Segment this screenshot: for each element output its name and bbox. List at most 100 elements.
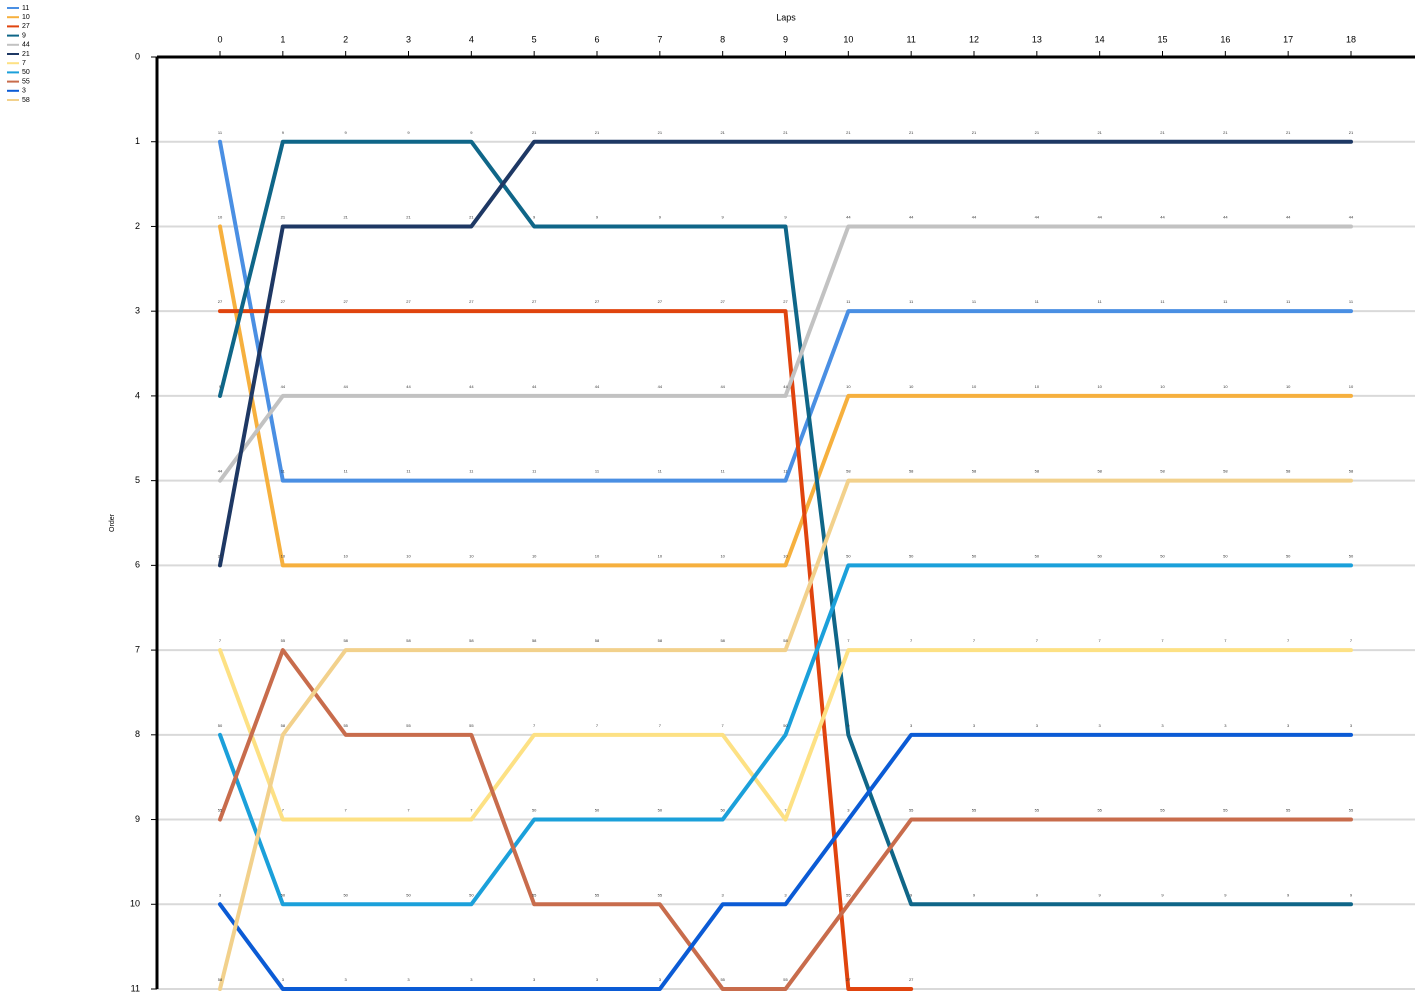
point-label: 21 bbox=[1286, 130, 1291, 135]
legend-label: 58 bbox=[22, 97, 30, 104]
point-label: 21 bbox=[1160, 130, 1165, 135]
x-tick-label: 6 bbox=[594, 34, 599, 44]
point-label: 27 bbox=[846, 977, 851, 982]
point-label: 10 bbox=[218, 215, 223, 220]
point-label: 3 bbox=[1099, 723, 1102, 728]
x-tick-label: 15 bbox=[1157, 34, 1167, 44]
series-line bbox=[218, 139, 1353, 907]
point-label: 3 bbox=[533, 977, 536, 982]
point-label: 44 bbox=[1223, 215, 1228, 220]
point-label: 21 bbox=[1097, 130, 1102, 135]
point-label: 3 bbox=[784, 892, 787, 897]
point-label: 50 bbox=[1097, 553, 1102, 558]
point-label: 9 bbox=[910, 892, 913, 897]
point-label: 10 bbox=[1035, 384, 1040, 389]
point-label: 11 bbox=[1160, 299, 1165, 304]
y-tick-label: 7 bbox=[135, 644, 140, 654]
point-label: 58 bbox=[1349, 469, 1354, 474]
point-label: 21 bbox=[532, 130, 537, 135]
point-label: 55 bbox=[1097, 808, 1102, 813]
x-tick-label: 16 bbox=[1220, 34, 1230, 44]
x-axis-label: Laps bbox=[776, 12, 796, 22]
point-label: 11 bbox=[281, 469, 286, 474]
point-label: 3 bbox=[219, 892, 222, 897]
y-tick-label: 10 bbox=[130, 899, 140, 909]
point-label: 21 bbox=[846, 130, 851, 135]
y-tick-label: 5 bbox=[135, 475, 140, 485]
point-label: 44 bbox=[972, 215, 977, 220]
legend-label: 21 bbox=[22, 51, 30, 58]
point-label: 27 bbox=[469, 299, 474, 304]
point-label: 44 bbox=[1349, 215, 1354, 220]
point-label: 27 bbox=[532, 299, 537, 304]
point-label: 3 bbox=[1161, 723, 1164, 728]
point-label: 55 bbox=[658, 892, 663, 897]
point-label: 11 bbox=[344, 469, 349, 474]
point-label: 21 bbox=[1223, 130, 1228, 135]
point-label: 50 bbox=[1349, 553, 1354, 558]
point-label: 11 bbox=[846, 299, 851, 304]
point-label: 9 bbox=[219, 384, 222, 389]
point-label: 55 bbox=[783, 977, 788, 982]
point-label: 44 bbox=[343, 384, 348, 389]
point-label: 11 bbox=[1286, 299, 1291, 304]
x-tick-label: 5 bbox=[532, 34, 537, 44]
point-label: 3 bbox=[659, 977, 662, 982]
y-tick-label: 8 bbox=[135, 729, 140, 739]
legend-label: 10 bbox=[22, 14, 30, 21]
point-label: 58 bbox=[595, 638, 600, 643]
point-label: 3 bbox=[910, 723, 913, 728]
point-label: 58 bbox=[343, 638, 348, 643]
point-label: 27 bbox=[343, 299, 348, 304]
point-label: 11 bbox=[532, 469, 537, 474]
point-label: 7 bbox=[407, 808, 410, 813]
point-label: 58 bbox=[218, 977, 223, 982]
point-label: 50 bbox=[469, 892, 474, 897]
x-tick-label: 3 bbox=[406, 34, 411, 44]
point-label: 7 bbox=[1224, 638, 1227, 643]
point-label: 9 bbox=[470, 130, 473, 135]
point-label: 50 bbox=[595, 808, 600, 813]
legend-label: 50 bbox=[22, 69, 30, 76]
point-label: 3 bbox=[470, 977, 473, 982]
point-label: 50 bbox=[406, 892, 411, 897]
point-label: 11 bbox=[909, 299, 914, 304]
point-label: 11 bbox=[595, 469, 600, 474]
point-label: 7 bbox=[1350, 638, 1353, 643]
y-tick-label: 4 bbox=[135, 390, 140, 400]
series-line bbox=[218, 309, 914, 991]
x-tick-label: 18 bbox=[1346, 34, 1356, 44]
point-label: 21 bbox=[720, 130, 725, 135]
point-label: 55 bbox=[1286, 808, 1291, 813]
point-label: 7 bbox=[596, 723, 599, 728]
point-label: 7 bbox=[1099, 638, 1102, 643]
point-label: 10 bbox=[469, 553, 474, 558]
x-tick-label: 1 bbox=[280, 34, 285, 44]
point-label: 44 bbox=[783, 384, 788, 389]
point-label: 10 bbox=[909, 384, 914, 389]
point-label: 11 bbox=[1349, 299, 1354, 304]
point-label: 9 bbox=[282, 130, 285, 135]
point-label: 10 bbox=[532, 553, 537, 558]
point-label: 58 bbox=[658, 638, 663, 643]
point-label: 11 bbox=[1223, 299, 1228, 304]
point-label: 9 bbox=[847, 723, 850, 728]
point-label: 7 bbox=[1287, 638, 1290, 643]
point-label: 9 bbox=[1224, 892, 1227, 897]
point-label: 10 bbox=[972, 384, 977, 389]
point-label: 44 bbox=[218, 469, 223, 474]
point-label: 21 bbox=[783, 130, 788, 135]
point-label: 44 bbox=[1286, 215, 1291, 220]
point-label: 21 bbox=[343, 215, 348, 220]
point-label: 9 bbox=[722, 215, 725, 220]
point-label: 9 bbox=[973, 892, 976, 897]
point-label: 10 bbox=[658, 553, 663, 558]
point-label: 7 bbox=[722, 723, 725, 728]
point-label: 27 bbox=[720, 299, 725, 304]
x-tick-label: 2 bbox=[343, 34, 348, 44]
point-label: 50 bbox=[846, 553, 851, 558]
point-label: 55 bbox=[1160, 808, 1165, 813]
point-label: 58 bbox=[469, 638, 474, 643]
point-label: 11 bbox=[406, 469, 411, 474]
